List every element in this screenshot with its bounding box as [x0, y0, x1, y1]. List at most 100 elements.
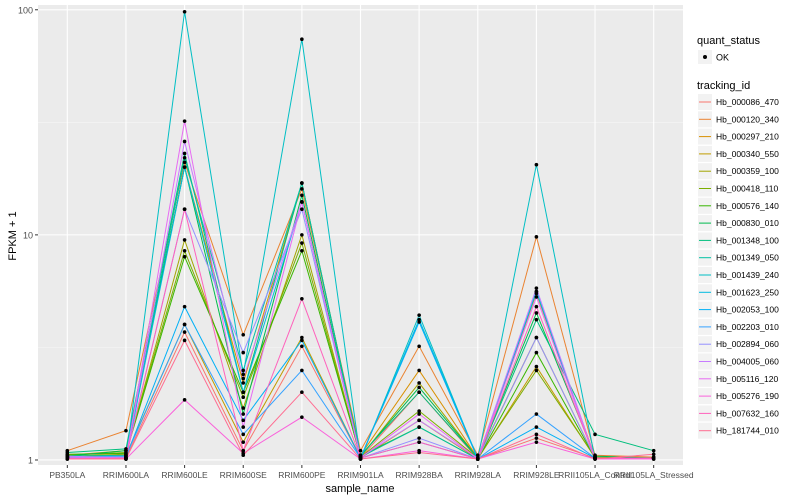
data-point — [417, 344, 421, 349]
x-tick-label: RRIM901LA — [337, 470, 384, 480]
y-tick-label: 1 — [28, 455, 33, 465]
data-point — [300, 241, 304, 245]
legend-series-label: Hb_005276_190 — [716, 391, 779, 401]
data-point — [182, 155, 187, 160]
data-point — [241, 376, 246, 381]
data-point — [241, 372, 246, 377]
data-point — [241, 390, 246, 395]
legend-color-title: tracking_id — [697, 80, 750, 92]
data-point — [300, 200, 304, 204]
data-point — [417, 313, 421, 317]
legend-series-label: Hb_001348_100 — [716, 235, 779, 245]
legend-shape-entries: OK — [698, 50, 729, 64]
data-point — [475, 453, 480, 458]
data-point — [534, 295, 539, 299]
legend-series-label: Hb_001349_050 — [716, 253, 779, 263]
data-point — [534, 317, 539, 322]
data-point — [300, 415, 304, 419]
legend-series-label: Hb_000297_210 — [716, 132, 779, 142]
data-point — [241, 440, 246, 444]
data-point — [651, 452, 656, 457]
data-point — [417, 440, 421, 444]
legend-series-label: Hb_000359_100 — [716, 166, 779, 176]
data-point — [534, 286, 539, 290]
legend-color-entries: Hb_000086_470 Hb_000120_340 Hb_000297_210 H… — [698, 94, 779, 439]
legend-series-label: Hb_001439_240 — [716, 270, 779, 280]
x-tick-label: RRIM928LE — [513, 470, 560, 480]
data-point — [534, 335, 539, 340]
data-point — [300, 187, 304, 191]
data-point — [182, 119, 187, 123]
data-point — [417, 390, 421, 395]
data-point — [358, 448, 363, 453]
data-point — [182, 160, 187, 165]
data-point — [417, 409, 421, 413]
data-point — [534, 440, 539, 444]
data-point — [651, 448, 656, 453]
data-point — [358, 457, 363, 461]
data-point — [182, 304, 187, 309]
y-tick-label: 100 — [18, 5, 33, 15]
data-point — [300, 248, 304, 253]
x-axis-title: sample_name — [325, 483, 394, 495]
x-tick-label: RRIM600LA — [103, 470, 150, 480]
y-tick-label: 10 — [23, 230, 33, 240]
data-point — [534, 425, 539, 429]
data-point — [241, 453, 246, 458]
data-point — [417, 450, 421, 455]
data-point — [534, 289, 539, 294]
data-point — [651, 456, 656, 460]
legend-series-label: Hb_000120_340 — [716, 114, 779, 124]
data-point — [300, 207, 304, 212]
data-point — [182, 139, 187, 144]
data-point — [182, 207, 187, 212]
data-point — [534, 304, 539, 309]
data-point — [65, 450, 70, 455]
legend-series-label: Hb_007632_160 — [716, 408, 779, 418]
y-axis-title: FPKM + 1 — [7, 211, 19, 260]
x-tick-label: RRII105LA_Stressed — [614, 470, 694, 480]
x-tick-label: RRII105LA_Control — [558, 470, 632, 480]
legend: quant_status OK tracking_id Hb_000086_47… — [697, 35, 779, 439]
x-tick-label: PB350LA — [49, 470, 85, 480]
data-point — [475, 457, 480, 461]
data-point — [241, 368, 246, 373]
legend-shape-label: OK — [716, 53, 729, 63]
data-point — [182, 151, 187, 156]
x-tick-label: RRIM928BA — [396, 470, 444, 480]
data-point — [300, 390, 304, 395]
data-point — [241, 406, 246, 410]
data-point — [534, 350, 539, 355]
data-point — [182, 322, 187, 327]
data-point — [534, 368, 539, 373]
data-point — [182, 9, 187, 14]
data-point — [182, 330, 187, 334]
data-point — [182, 398, 187, 402]
data-point — [241, 381, 246, 385]
legend-series-label: Hb_002894_060 — [716, 339, 779, 349]
data-points — [65, 9, 656, 461]
legend-series-label: Hb_000576_140 — [716, 201, 779, 211]
data-point — [182, 165, 187, 169]
x-tick-label: RRIM928LA — [455, 470, 502, 480]
legend-series-label: Hb_002203_010 — [716, 322, 779, 332]
data-point — [534, 364, 539, 369]
data-point — [300, 193, 304, 198]
data-point — [417, 436, 421, 440]
data-point — [417, 381, 421, 385]
data-point — [417, 320, 421, 324]
data-point — [300, 37, 304, 42]
x-tick-label: RRIM600LE — [161, 470, 208, 480]
data-point — [417, 385, 421, 390]
y-axis: 1 10 100 — [18, 5, 38, 465]
legend-series-label: Hb_001623_250 — [716, 287, 779, 297]
legend-shape-title: quant_status — [697, 35, 760, 47]
legend-series-label: Hb_000830_010 — [716, 218, 779, 228]
data-point — [241, 350, 246, 355]
legend-series-label: Hb_181744_010 — [716, 426, 779, 436]
data-point — [417, 425, 421, 429]
data-point — [65, 457, 70, 461]
data-point — [534, 412, 539, 416]
data-point — [417, 368, 421, 373]
data-point — [182, 248, 187, 253]
